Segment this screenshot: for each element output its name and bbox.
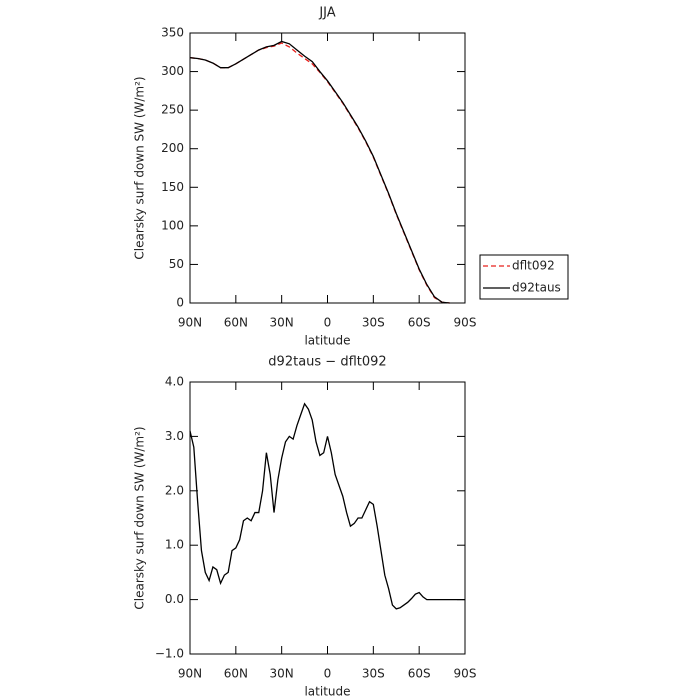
y-axis-label: Clearsky surf down SW (W/m²) [133, 76, 147, 259]
y-tick-label: 0 [176, 296, 184, 310]
plot-frame [189, 381, 466, 655]
x-tick-label: 30N [270, 316, 294, 330]
y-tick-label: −1.0 [155, 647, 184, 661]
x-tick-label: 60S [408, 667, 431, 681]
y-tick-label: 350 [161, 26, 184, 40]
y-tick-label: 300 [161, 64, 184, 78]
y-tick-label: 250 [161, 103, 184, 117]
x-tick-label: 60N [224, 667, 248, 681]
legend-label: dflt092 [512, 259, 555, 273]
plot-frame [189, 32, 466, 304]
x-tick-label: 60N [224, 316, 248, 330]
x-tick-label: 30S [362, 667, 385, 681]
y-tick-label: 150 [161, 180, 184, 194]
y-tick-label: 2.0 [165, 483, 184, 497]
x-tick-label: 90S [454, 316, 477, 330]
y-tick-label: 50 [169, 257, 184, 271]
legend-label: d92taus [512, 281, 561, 295]
y-tick-label: 200 [161, 141, 184, 155]
x-axis-label: latitude [304, 685, 350, 699]
x-tick-label: 30N [270, 667, 294, 681]
x-tick-label: 90S [454, 667, 477, 681]
legend-box [479, 254, 569, 300]
x-tick-label: 0 [324, 316, 332, 330]
x-tick-label: 90N [178, 667, 202, 681]
x-tick-label: 30S [362, 316, 385, 330]
y-axis-label: Clearsky surf down SW (W/m²) [133, 426, 147, 609]
data-line [189, 40, 450, 304]
x-tick-label: 60S [408, 316, 431, 330]
y-tick-label: 3.0 [165, 429, 184, 443]
y-tick-label: 100 [161, 218, 184, 232]
data-line [189, 402, 465, 610]
x-tick-label: 90N [178, 316, 202, 330]
data-line [189, 42, 450, 304]
chart-title: JJA [318, 6, 335, 21]
chart-title: d92taus − dflt092 [268, 355, 386, 370]
y-tick-label: 0.0 [165, 592, 184, 606]
x-tick-label: 0 [324, 667, 332, 681]
y-tick-label: 4.0 [165, 375, 184, 389]
x-axis-label: latitude [304, 334, 350, 348]
y-tick-label: 1.0 [165, 538, 184, 552]
